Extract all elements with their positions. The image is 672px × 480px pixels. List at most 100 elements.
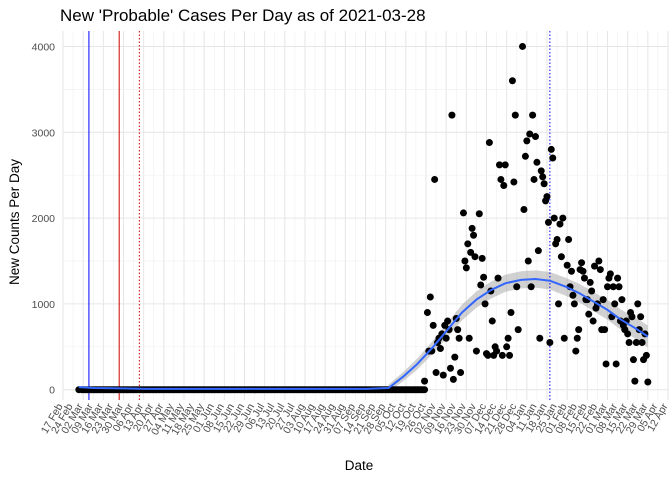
data-point [544, 218, 552, 226]
smooth-trend-line [78, 277, 649, 390]
y-tick-label: 1000 [32, 299, 56, 311]
data-point [563, 261, 571, 269]
data-point [578, 259, 586, 267]
data-point [540, 180, 548, 188]
data-point [503, 343, 511, 351]
data-point [550, 214, 558, 222]
data-point [421, 386, 429, 394]
data-point [506, 351, 514, 359]
data-point [513, 283, 521, 291]
y-tick-label: 2000 [32, 213, 56, 225]
data-point [464, 240, 472, 248]
data-point [488, 317, 496, 325]
data-point [631, 377, 639, 385]
data-point [449, 375, 457, 383]
data-point [596, 266, 604, 274]
data-point [625, 339, 633, 347]
data-point [514, 326, 522, 334]
data-point [484, 351, 492, 359]
data-point [478, 254, 486, 262]
data-point [448, 111, 456, 119]
data-point [457, 369, 465, 377]
data-point [471, 253, 479, 261]
data-point [589, 317, 597, 325]
data-point [573, 334, 581, 342]
data-point [426, 293, 434, 301]
data-point [637, 313, 645, 321]
data-point [614, 274, 622, 282]
data-point [432, 369, 440, 377]
y-tick-label: 0 [49, 385, 55, 397]
data-point [567, 267, 575, 275]
data-point [520, 205, 528, 213]
data-point [526, 130, 534, 138]
y-axis-tick-labels: 0 1000 2000 3000 4000 [32, 41, 56, 396]
data-point [493, 347, 501, 355]
data-point [431, 175, 439, 183]
data-point [588, 287, 596, 295]
data-point [575, 326, 583, 334]
data-point [591, 262, 599, 270]
data-point [585, 310, 593, 318]
data-point [553, 236, 561, 244]
data-point [507, 308, 515, 316]
data-point [601, 326, 609, 334]
data-point [642, 351, 650, 359]
data-point [468, 224, 476, 232]
data-point [547, 145, 555, 153]
data-point [510, 178, 518, 186]
y-axis-title: New Counts Per Day [7, 159, 22, 285]
data-point [632, 339, 640, 347]
data-point [629, 356, 637, 364]
data-point [539, 173, 547, 181]
data-point [580, 274, 588, 282]
data-point [595, 257, 603, 265]
data-point [618, 296, 626, 304]
data-point [504, 334, 512, 342]
data-point [524, 257, 532, 265]
data-point [523, 137, 531, 145]
data-point [485, 139, 493, 147]
data-point [555, 300, 563, 308]
data-point [480, 273, 488, 281]
data-point [609, 283, 617, 291]
data-point [498, 351, 506, 359]
data-point [423, 308, 431, 316]
data-point [644, 378, 652, 386]
data-point [459, 209, 467, 217]
data-point [565, 236, 573, 244]
data-point [446, 364, 454, 372]
data-point [599, 296, 607, 304]
grid-lines [62, 31, 669, 400]
data-point [624, 330, 632, 338]
data-point [461, 257, 469, 265]
data-point [533, 158, 541, 166]
data-point [529, 111, 537, 119]
data-point [556, 220, 564, 228]
data-point [508, 77, 516, 85]
data-point [557, 253, 565, 261]
data-point [465, 334, 473, 342]
data-point [531, 133, 539, 141]
data-point [467, 248, 475, 256]
data-point [472, 347, 480, 355]
data-point [628, 313, 636, 321]
data-point [537, 167, 545, 175]
data-point [615, 283, 623, 291]
data-point [470, 231, 478, 239]
data-point [477, 281, 485, 289]
data-point [421, 377, 429, 385]
data-point [454, 326, 462, 334]
data-point [536, 334, 544, 342]
data-point [543, 193, 551, 201]
data-point [436, 345, 444, 353]
reference-lines [88, 31, 551, 400]
data-point [559, 214, 567, 222]
data-point [586, 278, 594, 286]
data-point [560, 334, 568, 342]
data-point [439, 371, 447, 379]
data-point [546, 339, 554, 347]
